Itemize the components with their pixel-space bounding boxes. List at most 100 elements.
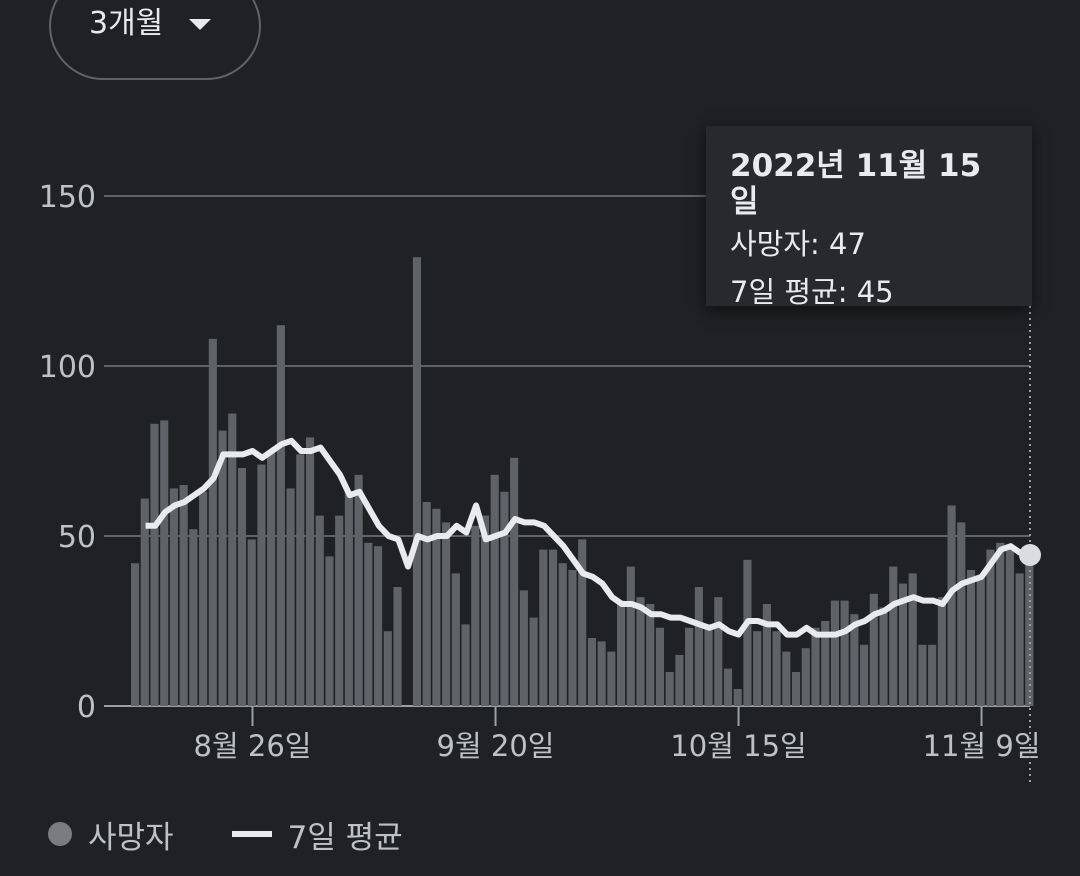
bar-day-34 (461, 624, 470, 706)
bar-day-11 (237, 468, 247, 706)
bar-day-18 (305, 437, 315, 706)
bar-day-8 (208, 338, 217, 706)
bar-day-35 (471, 525, 480, 706)
bar-day-57 (685, 627, 694, 706)
range-selector-button[interactable]: 3개월 (49, 0, 261, 80)
bar-day-53 (646, 604, 655, 706)
bar-day-0 (131, 563, 140, 706)
legend-deaths-swatch (48, 822, 72, 846)
bar-day-47 (587, 638, 596, 706)
bar-day-30 (422, 502, 431, 706)
bar-day-83 (937, 597, 946, 706)
bar-day-33 (451, 573, 460, 706)
bar-day-17 (296, 454, 305, 706)
bar-day-16 (286, 488, 295, 706)
chart-cursor (1019, 306, 1041, 786)
chart-legend: 사망자 7일 평균 (48, 812, 403, 856)
bar-day-1 (140, 498, 149, 706)
x-tick-label: 9월 20일 (437, 729, 555, 763)
bar-day-55 (665, 672, 674, 706)
bar-day-74 (850, 614, 859, 706)
bar-day-60 (714, 597, 723, 706)
bar-day-7 (199, 491, 208, 706)
bar-day-54 (655, 627, 665, 706)
bar-day-80 (908, 573, 917, 706)
bar-day-39 (510, 457, 519, 706)
bar-day-15 (276, 325, 285, 706)
bar-day-36 (480, 515, 490, 706)
bar-day-32 (442, 522, 451, 706)
bar-day-13 (257, 464, 266, 706)
y-tick-label: 0 (77, 690, 96, 725)
tooltip-date: 2022년 11월 15일 (730, 148, 982, 220)
bar-day-85 (957, 522, 966, 706)
bar-day-66 (772, 631, 781, 706)
y-tick-label: 100 (39, 350, 96, 385)
bar-day-43 (548, 549, 558, 706)
bar-day-81 (918, 644, 927, 706)
bar-day-90 (1005, 546, 1014, 706)
y-tick-label: 150 (39, 180, 96, 215)
bar-day-14 (267, 451, 276, 706)
bar-day-64 (753, 631, 762, 706)
bar-day-49 (607, 651, 616, 706)
range-selector-label: 3개월 (89, 6, 164, 41)
bar-day-87 (976, 576, 985, 706)
bar-day-62 (733, 689, 742, 706)
bar-day-9 (218, 430, 227, 706)
bar-day-82 (928, 644, 937, 706)
bar-day-69 (801, 648, 810, 706)
deaths-chart[interactable]: 0 50 100 150 8월 26일 9월 20일 10월 15일 11월 9일 (0, 0, 1080, 800)
bar-day-68 (791, 672, 801, 706)
bar-day-71 (821, 621, 830, 706)
bar-day-27 (393, 587, 402, 706)
bar-day-5 (179, 485, 188, 706)
bar-day-20 (325, 556, 334, 706)
dropdown-caret-icon (189, 19, 212, 30)
bar-day-26 (383, 631, 392, 706)
bar-day-45 (568, 570, 577, 706)
bar-day-48 (597, 641, 606, 706)
x-tick-label: 8월 26일 (194, 729, 312, 763)
bar-day-25 (374, 546, 383, 706)
bar-day-59 (704, 624, 713, 706)
bar-day-52 (636, 597, 645, 706)
bar-day-79 (898, 583, 908, 706)
bar-day-19 (315, 515, 324, 706)
bar-day-51 (626, 566, 635, 706)
bar-day-78 (889, 566, 898, 706)
bar-day-63 (743, 559, 752, 706)
bar-day-38 (500, 491, 509, 706)
legend-deaths-label: 사망자 (88, 819, 174, 856)
bar-day-21 (335, 515, 344, 706)
bar-day-40 (519, 590, 528, 706)
bar-day-61 (723, 668, 733, 706)
bar-day-86 (966, 570, 976, 706)
hover-marker (1019, 544, 1041, 566)
bar-day-41 (529, 617, 538, 706)
avg-line-series (145, 437, 1023, 638)
bar-day-46 (578, 539, 587, 706)
bar-day-84 (947, 505, 956, 706)
bar-day-70 (811, 627, 820, 706)
bar-day-31 (432, 508, 441, 706)
chart-bars (131, 257, 1034, 706)
bar-day-50 (617, 600, 626, 706)
bar-day-75 (860, 644, 869, 706)
bar-day-77 (879, 607, 888, 706)
bar-day-22 (344, 491, 353, 706)
x-tick-label: 10월 15일 (670, 729, 806, 763)
chart-avg-line (145, 437, 1023, 638)
bar-day-10 (228, 413, 237, 706)
bar-day-76 (869, 593, 878, 706)
bar-day-44 (558, 563, 567, 706)
bar-day-89 (996, 542, 1005, 706)
chart-x-axis: 8월 26일 9월 20일 10월 15일 11월 9일 (194, 706, 1041, 763)
bar-day-37 (490, 474, 499, 706)
legend-avg-label: 7일 평균 (287, 819, 403, 856)
bar-day-67 (782, 651, 791, 706)
bar-day-12 (247, 539, 256, 706)
bar-day-29 (412, 257, 422, 706)
chart-tooltip: 2022년 11월 15일 사망자: 47 7일 평균: 45 (706, 126, 1032, 309)
bar-day-56 (675, 655, 684, 706)
